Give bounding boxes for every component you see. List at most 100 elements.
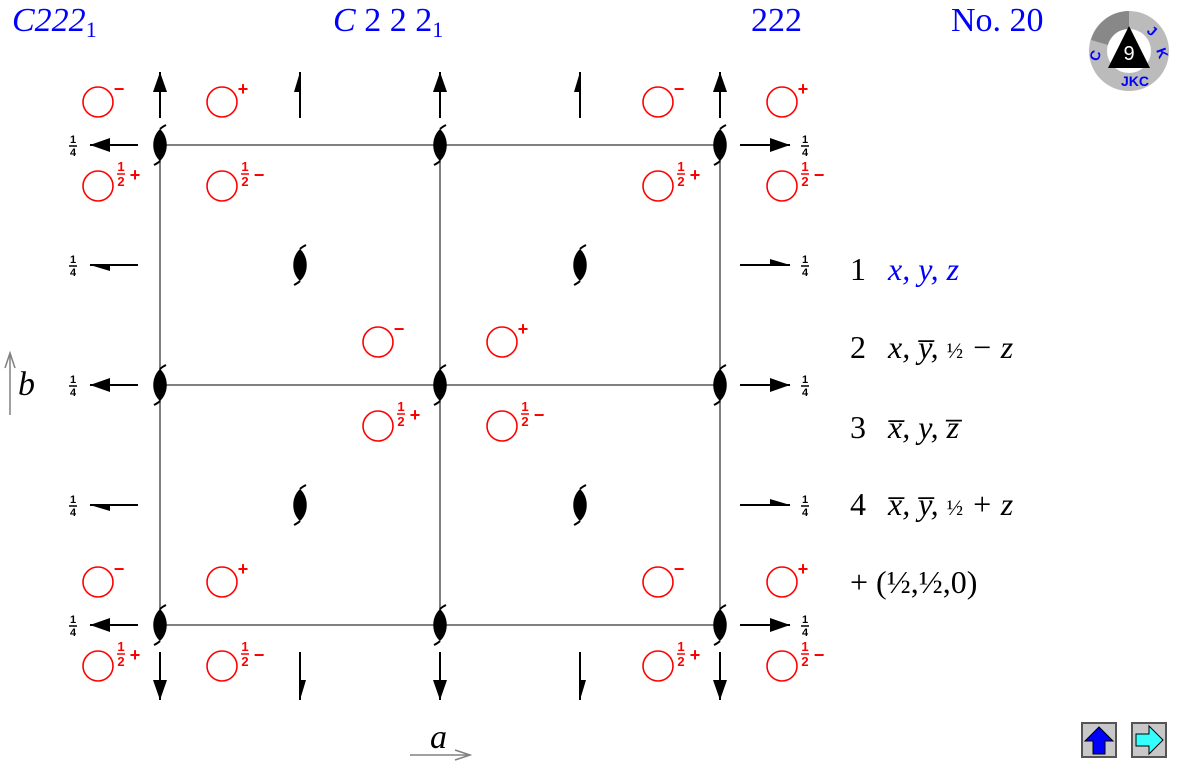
axis-arrow-head: [713, 72, 727, 92]
right-arrow-icon: [1135, 724, 1164, 756]
height-sign: +: [238, 559, 249, 579]
height-half-numerator: 1: [801, 159, 808, 174]
position-coordinates: x̅, y̅, ½ + z: [887, 486, 1014, 522]
general-position-circle: [82, 170, 114, 202]
space-group-number: No. 20: [951, 2, 1044, 39]
height-sign: −: [674, 79, 685, 99]
screw-axis-symbol: [153, 364, 167, 406]
height-half-denominator: 2: [117, 174, 124, 189]
position-coordinates: x̅, y, z̅: [887, 409, 962, 445]
height-sign: −: [114, 559, 125, 579]
screw-axis-lens: [433, 609, 447, 641]
height-half-numerator: 1: [241, 639, 248, 654]
axis-a-arrow-head: [454, 749, 473, 761]
svg-text:9: 9: [1123, 43, 1134, 65]
screw-axis-symbol: [433, 364, 447, 406]
screw-axis-symbol: [293, 484, 307, 526]
height-sign: −: [254, 165, 265, 185]
axis-label-a: a: [430, 719, 447, 756]
axis-arrow-head: [770, 259, 790, 265]
height-sign: +: [130, 165, 141, 185]
screw-axis-tail: [153, 364, 167, 406]
height-half-numerator: 1: [677, 639, 684, 654]
screw-axis-lens: [713, 129, 727, 161]
height-label-denominator: 4: [70, 267, 77, 279]
up-arrow-icon: [1083, 726, 1115, 755]
screw-axis-lens: [713, 369, 727, 401]
screw-axis-tail: [433, 604, 447, 646]
height-label-denominator: 4: [802, 627, 809, 639]
axis-arrow-head: [90, 265, 110, 271]
svg-text:K: K: [1153, 46, 1170, 61]
screw-axis-tail: [713, 364, 727, 406]
axis-arrow-head: [713, 680, 727, 700]
height-half-denominator: 2: [397, 414, 404, 429]
axis-arrow-head: [153, 72, 167, 92]
height-label-denominator: 4: [70, 627, 77, 639]
screw-axis-symbol: [153, 604, 167, 646]
position-index: 2: [850, 329, 866, 365]
axis-arrow-head: [580, 680, 586, 700]
axis-arrow-head: [770, 378, 790, 392]
height-half-denominator: 2: [677, 174, 684, 189]
height-sign: −: [114, 79, 125, 99]
svg-text:JKC: JKC: [1121, 73, 1149, 89]
height-label-denominator: 4: [70, 147, 77, 159]
screw-axis-symbol: [713, 124, 727, 166]
general-position-circle: [642, 650, 674, 682]
height-half-denominator: 2: [241, 174, 248, 189]
axis-arrow-head: [770, 499, 790, 505]
height-sign: +: [690, 165, 701, 185]
screw-axis-tail: [573, 484, 587, 526]
axis-arrow-head: [153, 680, 167, 700]
screw-axis-tail: [713, 124, 727, 166]
general-position-circle: [362, 410, 394, 442]
height-half-numerator: 1: [117, 159, 124, 174]
height-half-numerator: 1: [521, 399, 528, 414]
general-position-circle: [206, 170, 238, 202]
screw-axis-lens: [153, 369, 167, 401]
height-sign: +: [410, 405, 421, 425]
axis-arrow-head: [90, 505, 110, 511]
axis-b-arrow-head: [4, 350, 16, 369]
screw-axis-lens: [433, 369, 447, 401]
height-sign: +: [798, 79, 809, 99]
height-label-numerator: 1: [70, 134, 76, 146]
height-label-numerator: 1: [802, 134, 808, 146]
screw-axis-lens: [433, 129, 447, 161]
axis-label-b: b: [18, 366, 35, 403]
axis-arrow-head: [294, 72, 300, 92]
screw-axis-lens: [713, 609, 727, 641]
screw-axis-lens: [573, 249, 587, 281]
general-position-circle: [206, 650, 238, 682]
height-label-numerator: 1: [802, 494, 808, 506]
screw-axis-tail: [713, 604, 727, 646]
general-position-circle: [486, 326, 518, 358]
height-half-denominator: 2: [677, 654, 684, 669]
height-label-numerator: 1: [802, 614, 808, 626]
general-position-circle: [362, 326, 394, 358]
general-position-circle: [82, 650, 114, 682]
position-index: 3: [850, 409, 866, 445]
height-sign: +: [130, 645, 141, 665]
height-half-denominator: 2: [521, 414, 528, 429]
axis-arrow-head: [300, 680, 306, 700]
general-position-circle: [642, 170, 674, 202]
axis-arrow-head: [770, 138, 790, 152]
height-sign: +: [238, 79, 249, 99]
up-button[interactable]: [1081, 722, 1117, 758]
screw-axis-lens: [153, 609, 167, 641]
height-label-numerator: 1: [802, 374, 808, 386]
height-sign: +: [518, 319, 529, 339]
height-label-numerator: 1: [70, 614, 76, 626]
next-button[interactable]: [1131, 722, 1167, 758]
short-symbol: C2221: [12, 2, 97, 42]
position-coordinates: x, y̅, ½ − z: [887, 329, 1014, 365]
screw-axis-symbol: [573, 484, 587, 526]
axis-arrow-head: [90, 378, 110, 392]
height-half-denominator: 2: [801, 654, 808, 669]
jkc-logo[interactable]: 9 J K C JKC: [1088, 10, 1170, 92]
full-symbol: C 2 2 21: [333, 2, 443, 43]
screw-axis-tail: [153, 124, 167, 166]
screw-axis-tail: [153, 604, 167, 646]
